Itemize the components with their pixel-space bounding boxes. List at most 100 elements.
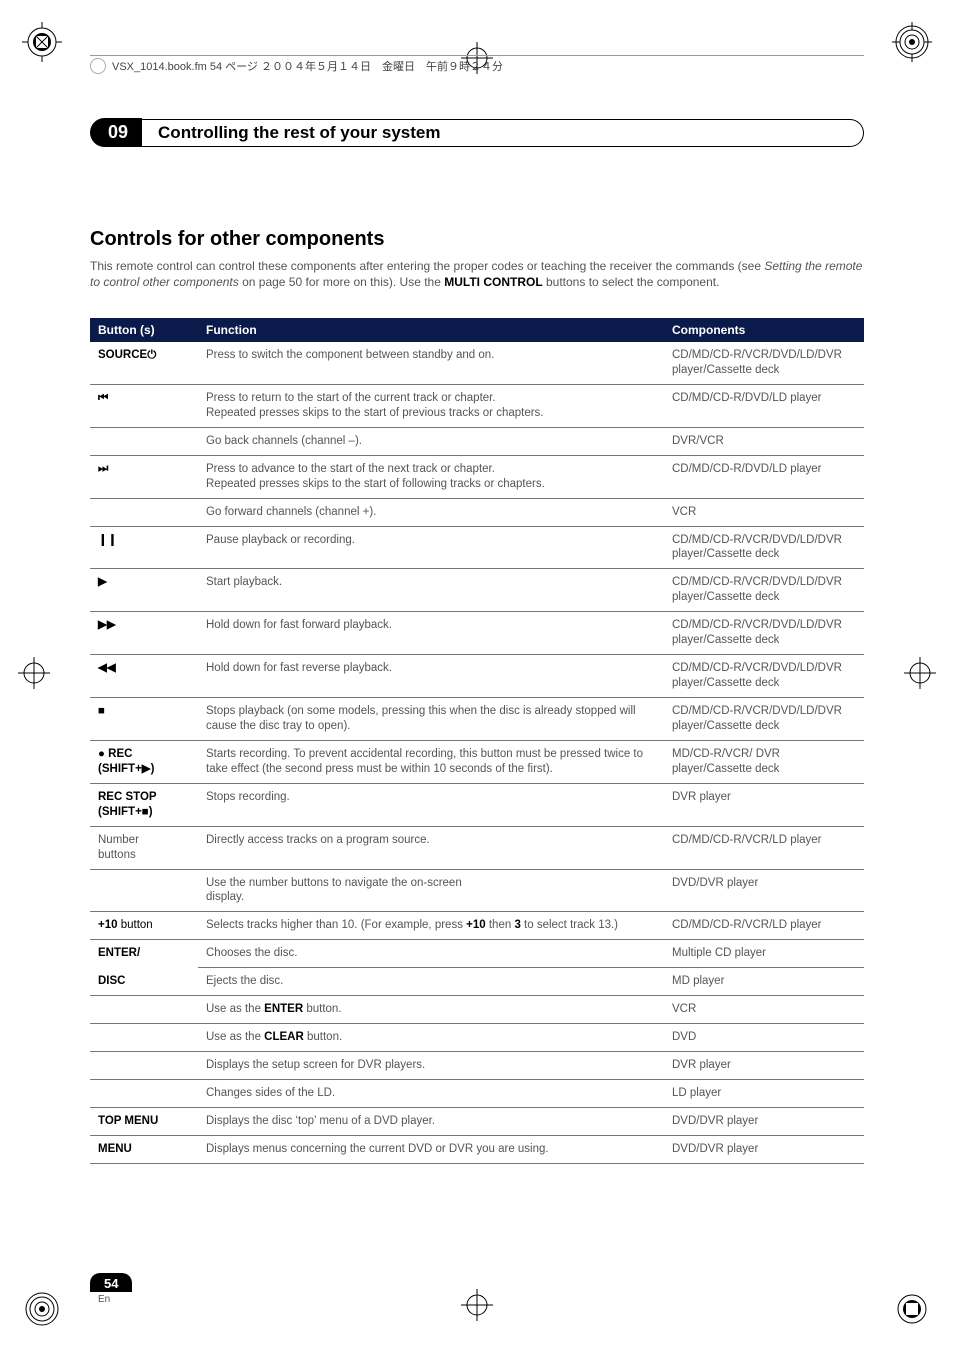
function-cell: Displays menus concerning the current DV… xyxy=(198,1135,664,1163)
function-cell: Starts recording. To prevent accidental … xyxy=(198,740,664,783)
function-cell: Press to switch the component between st… xyxy=(198,342,664,384)
chapter-title: Controlling the rest of your system xyxy=(158,123,440,142)
button-cell: ● REC(SHIFT+▶) xyxy=(90,740,198,783)
intro-text: This remote control can control these co… xyxy=(90,259,764,273)
components-cell: Multiple CD player xyxy=(664,940,864,968)
table-row: TOP MENUDisplays the disc ‘top’ menu of … xyxy=(90,1107,864,1135)
col-header-function: Function xyxy=(198,318,664,342)
table-row: ● REC(SHIFT+▶)Starts recording. To preve… xyxy=(90,740,864,783)
button-cell: ⏮ xyxy=(90,384,198,427)
button-cell: SOURCE⏻ xyxy=(90,342,198,384)
components-cell: DVD xyxy=(664,1024,864,1052)
components-cell: DVD/DVR player xyxy=(664,1135,864,1163)
table-row: Use the number buttons to navigate the o… xyxy=(90,869,864,912)
components-cell: VCR xyxy=(664,498,864,526)
col-header-components: Components xyxy=(664,318,864,342)
function-cell: Directly access tracks on a program sour… xyxy=(198,826,664,869)
components-cell: DVR player xyxy=(664,1052,864,1080)
function-cell: Selects tracks higher than 10. (For exam… xyxy=(198,912,664,940)
function-cell: Use as the ENTER button. xyxy=(198,996,664,1024)
page-footer: 54 En xyxy=(90,1273,132,1305)
components-cell: VCR xyxy=(664,996,864,1024)
table-row: ❙❙Pause playback or recording.CD/MD/CD-R… xyxy=(90,526,864,569)
source-file-text: VSX_1014.book.fm 54 ページ ２００４年５月１４日 金曜日 午… xyxy=(112,58,503,74)
table-row: Use as the ENTER button.VCR xyxy=(90,996,864,1024)
function-cell: Displays the disc ‘top’ menu of a DVD pl… xyxy=(198,1107,664,1135)
button-cell: ⏭ xyxy=(90,455,198,498)
table-row: ⏮Press to return to the start of the cur… xyxy=(90,384,864,427)
col-header-button: Button (s) xyxy=(90,318,198,342)
controls-table: Button (s) Function Components SOURCE⏻Pr… xyxy=(90,318,864,1164)
function-cell: Start playback. xyxy=(198,569,664,612)
function-cell: Hold down for fast forward playback. xyxy=(198,612,664,655)
function-cell: Stops recording. xyxy=(198,783,664,826)
function-cell: Hold down for fast reverse playback. xyxy=(198,655,664,698)
components-cell: DVD/DVR player xyxy=(664,869,864,912)
components-cell: DVD/DVR player xyxy=(664,1107,864,1135)
table-row: Go back channels (channel –).DVR/VCR xyxy=(90,427,864,455)
table-row: Go forward channels (channel +).VCR xyxy=(90,498,864,526)
components-cell: CD/MD/CD-R/VCR/DVD/LD/DVR player/Cassett… xyxy=(664,342,864,384)
page: VSX_1014.book.fm 54 ページ ２００４年５月１４日 金曜日 午… xyxy=(0,0,954,1351)
button-cell: TOP MENU xyxy=(90,1107,198,1135)
table-row: +10 buttonSelects tracks higher than 10.… xyxy=(90,912,864,940)
chapter-title-wrap: Controlling the rest of your system xyxy=(142,119,864,147)
function-cell: Ejects the disc. xyxy=(198,968,664,996)
crop-mark-icon xyxy=(890,20,934,64)
table-row: SOURCE⏻Press to switch the component bet… xyxy=(90,342,864,384)
components-cell: CD/MD/CD-R/VCR/DVD/LD/DVR player/Cassett… xyxy=(664,569,864,612)
button-cell: DISC xyxy=(90,968,198,996)
button-cell xyxy=(90,498,198,526)
table-row: NumberbuttonsDirectly access tracks on a… xyxy=(90,826,864,869)
components-cell: DVR/VCR xyxy=(664,427,864,455)
crop-mark-icon xyxy=(20,20,64,64)
components-cell: CD/MD/CD-R/VCR/DVD/LD/DVR player/Cassett… xyxy=(664,655,864,698)
function-cell: Use the number buttons to navigate the o… xyxy=(198,869,664,912)
button-cell: REC STOP(SHIFT+■) xyxy=(90,783,198,826)
components-cell: CD/MD/CD-R/VCR/DVD/LD/DVR player/Cassett… xyxy=(664,612,864,655)
intro-text: buttons to select the component. xyxy=(543,275,720,289)
components-cell: CD/MD/CD-R/VCR/LD player xyxy=(664,912,864,940)
function-cell: Chooses the disc. xyxy=(198,940,664,968)
button-cell: MENU xyxy=(90,1135,198,1163)
section-title: Controls for other components xyxy=(90,228,384,251)
page-language: En xyxy=(98,1294,132,1305)
register-cross-icon xyxy=(459,1287,495,1323)
function-cell: Displays the setup screen for DVR player… xyxy=(198,1052,664,1080)
table-row: DISCEjects the disc.MD player xyxy=(90,968,864,996)
table-row: ▶Start playback.CD/MD/CD-R/VCR/DVD/LD/DV… xyxy=(90,569,864,612)
button-cell xyxy=(90,1052,198,1080)
components-cell: CD/MD/CD-R/DVD/LD player xyxy=(664,455,864,498)
components-cell: CD/MD/CD-R/VCR/DVD/LD/DVR player/Cassett… xyxy=(664,526,864,569)
button-cell: ENTER/ xyxy=(90,940,198,968)
button-cell xyxy=(90,1080,198,1108)
function-cell: Stops playback (on some models, pressing… xyxy=(198,698,664,741)
table-row: Changes sides of the LD.LD player xyxy=(90,1080,864,1108)
source-file-header: VSX_1014.book.fm 54 ページ ２００４年５月１４日 金曜日 午… xyxy=(90,55,864,74)
crop-mark-icon xyxy=(20,1287,64,1331)
crop-mark-icon xyxy=(890,1287,934,1331)
button-cell xyxy=(90,1024,198,1052)
components-cell: CD/MD/CD-R/DVD/LD player xyxy=(664,384,864,427)
components-cell: MD player xyxy=(664,968,864,996)
table-row: ▶▶Hold down for fast forward playback.CD… xyxy=(90,612,864,655)
button-cell: ▶ xyxy=(90,569,198,612)
chapter-header: 09 Controlling the rest of your system xyxy=(90,118,864,147)
function-cell: Press to return to the start of the curr… xyxy=(198,384,664,427)
table-row: ■Stops playback (on some models, pressin… xyxy=(90,698,864,741)
table-row: Use as the CLEAR button.DVD xyxy=(90,1024,864,1052)
intro-text: on page 50 for more on this). Use the xyxy=(239,275,444,289)
button-cell: +10 button xyxy=(90,912,198,940)
table-row: MENUDisplays menus concerning the curren… xyxy=(90,1135,864,1163)
button-cell: Numberbuttons xyxy=(90,826,198,869)
function-cell: Pause playback or recording. xyxy=(198,526,664,569)
components-cell: MD/CD-R/VCR/ DVR player/Cassette deck xyxy=(664,740,864,783)
button-cell xyxy=(90,427,198,455)
button-cell: ◀◀ xyxy=(90,655,198,698)
table-row: REC STOP(SHIFT+■)Stops recording.DVR pla… xyxy=(90,783,864,826)
page-number: 54 xyxy=(90,1273,132,1292)
table-row: ENTER/Chooses the disc.Multiple CD playe… xyxy=(90,940,864,968)
register-cross-icon xyxy=(902,655,938,691)
components-cell: DVR player xyxy=(664,783,864,826)
chapter-number: 09 xyxy=(90,118,142,147)
